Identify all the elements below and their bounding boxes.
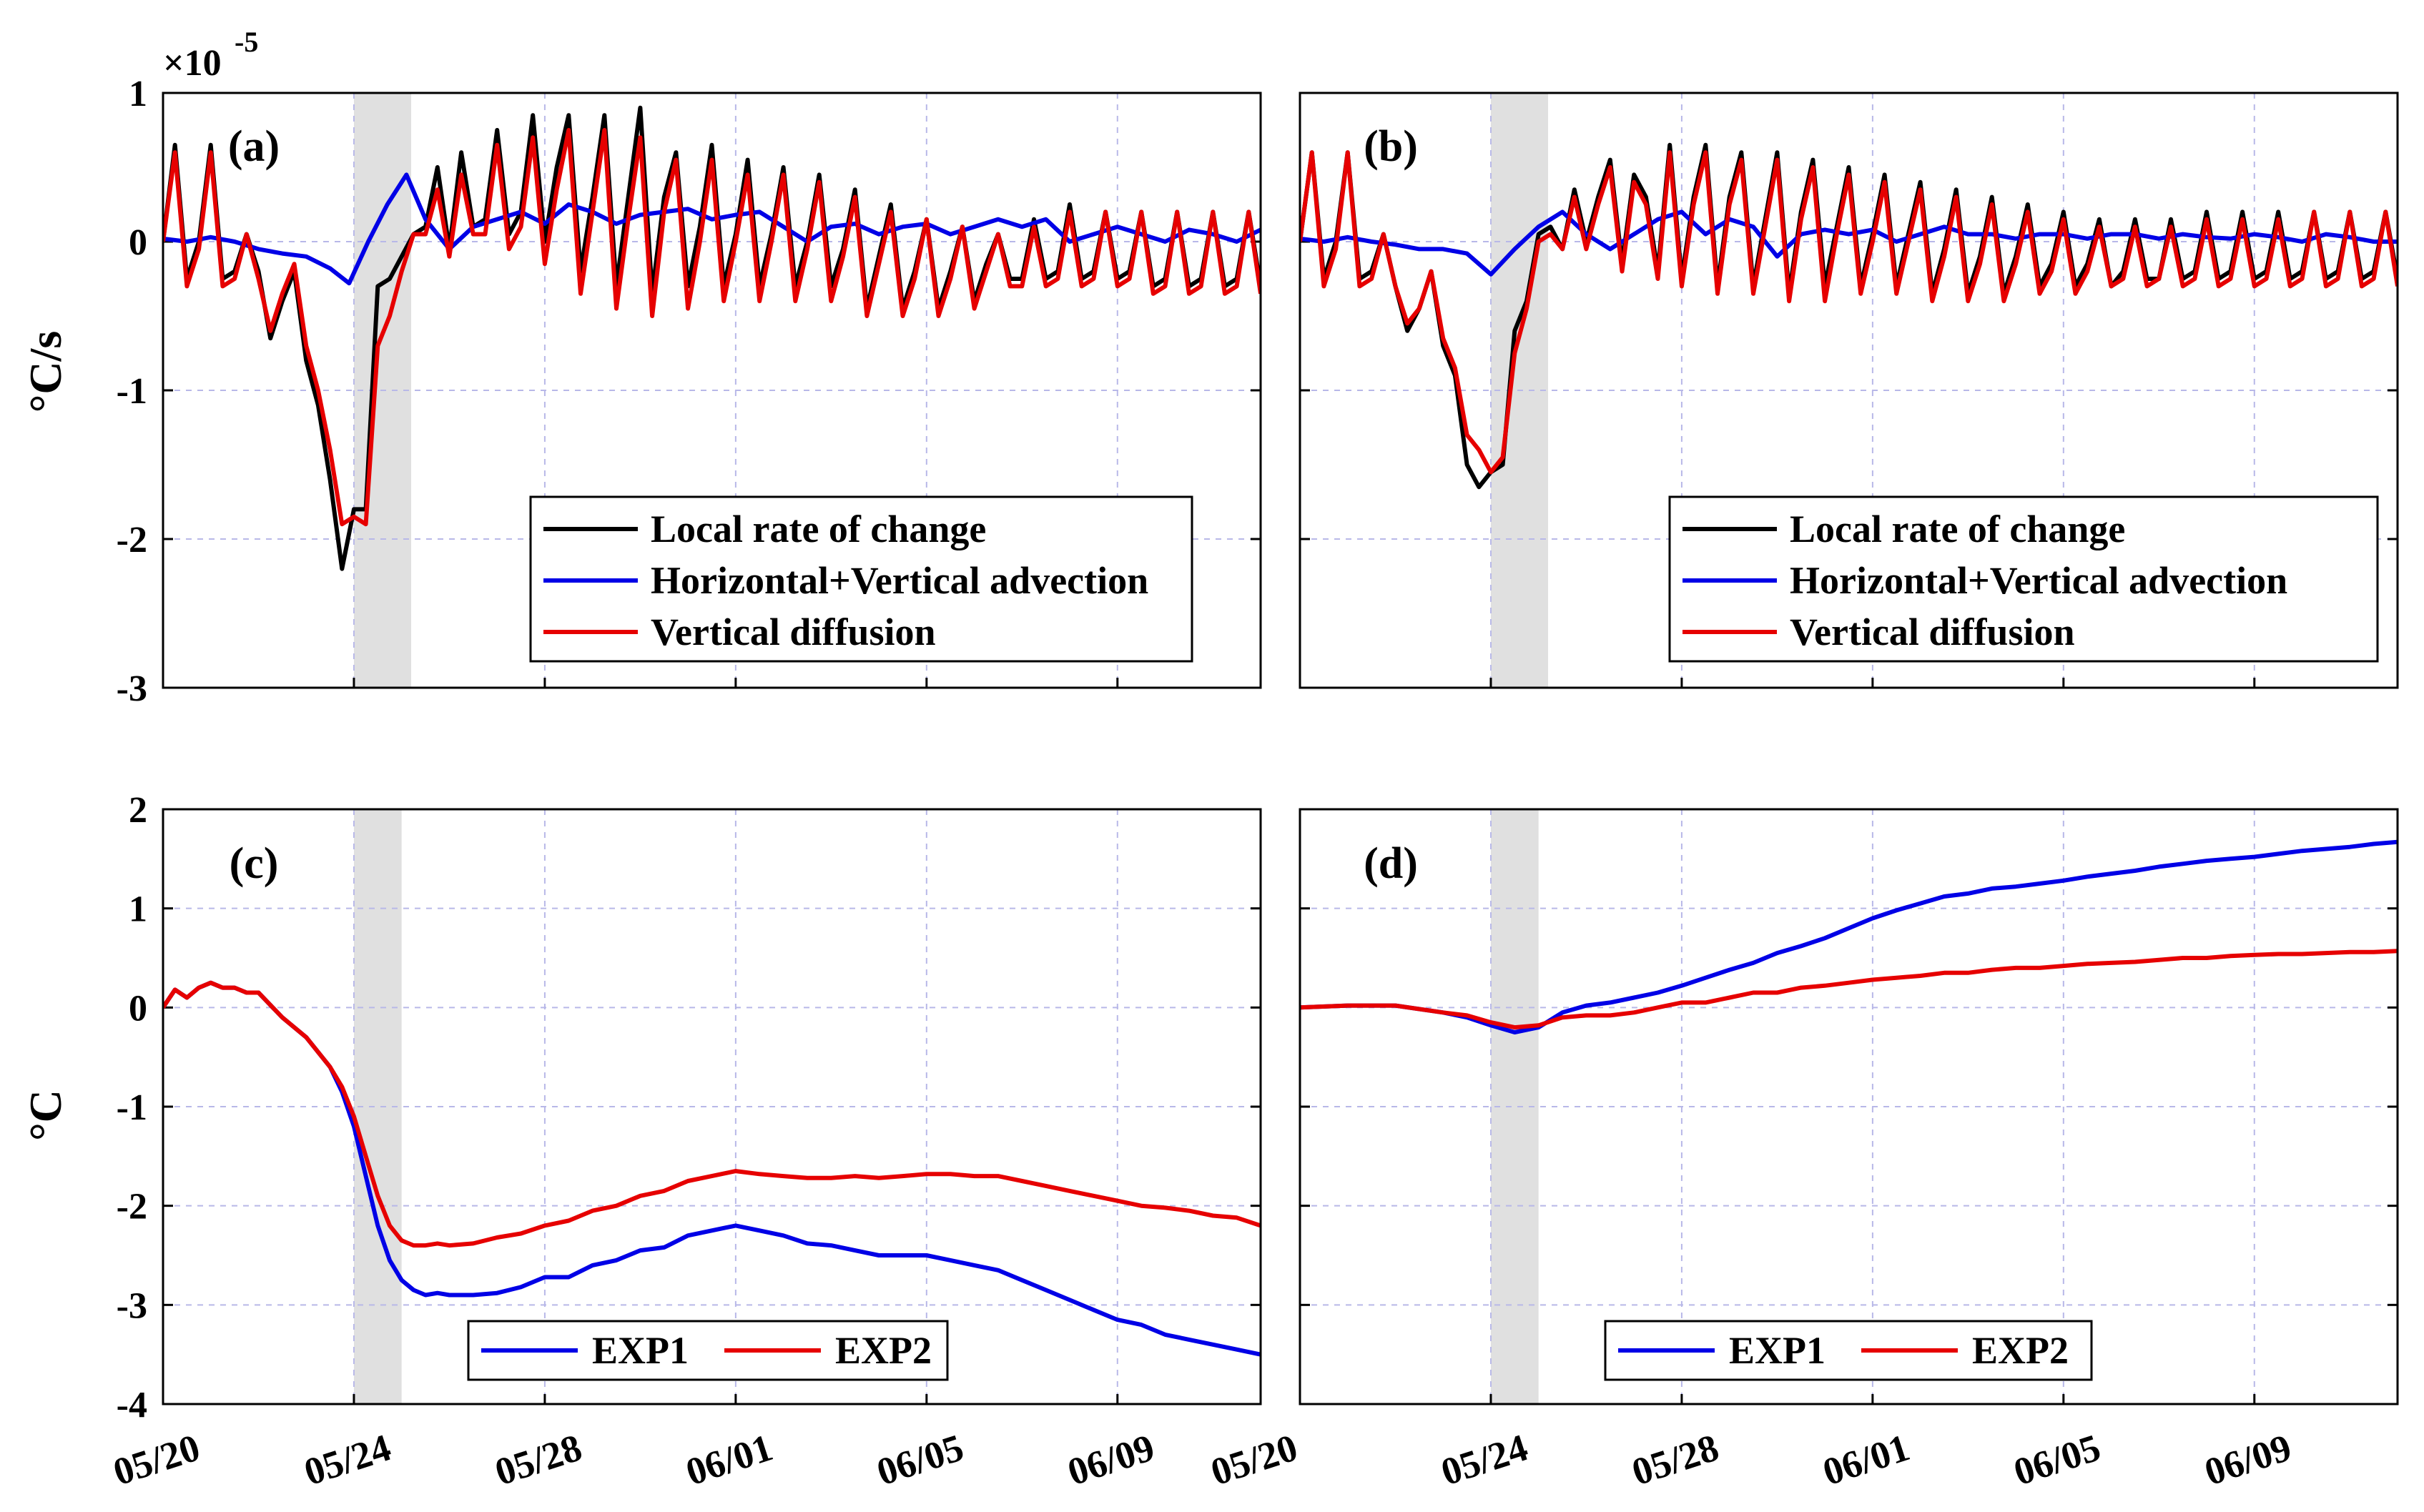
y-tick-label-a-1: 0	[129, 222, 147, 263]
series-line-c-exp1	[163, 980, 1261, 1357]
x-tick-label-c-4: 06/05	[872, 1425, 969, 1493]
x-tick-label-c-3: 06/01	[681, 1425, 778, 1493]
y-tick-label-c-0: 2	[129, 790, 147, 831]
y-tick-label-a-0: 1	[129, 74, 147, 114]
axes-frame-d	[1299, 808, 2399, 1405]
bottom-y-label: °C	[20, 1089, 71, 1141]
series-line-b-vertical-diffusion	[1300, 150, 2398, 475]
legend-label-a-0: Local rate of change	[651, 508, 986, 550]
series-line-d-exp2	[1300, 949, 2398, 1030]
axes-frame-a	[162, 92, 1262, 689]
legend-label-b-1: Horizontal+Vertical advection	[1790, 559, 2287, 602]
series-line-a-vertical-diffusion	[163, 128, 1261, 527]
legend-label-a-2: Vertical diffusion	[651, 611, 936, 653]
y-tick-label-c-2: 0	[129, 988, 147, 1029]
panel-label-d: (d)	[1364, 839, 1418, 888]
panel-label-c: (c)	[230, 839, 279, 888]
x-tick-label-c-2: 05/28	[490, 1425, 587, 1493]
x-tick-label-d-1: 05/28	[1627, 1425, 1724, 1493]
y-multiplier-exponent: -5	[235, 26, 258, 58]
legend-label-a-1: Horizontal+Vertical advection	[651, 559, 1148, 602]
y-multiplier: ×10	[163, 43, 222, 84]
legend-label-b-0: Local rate of change	[1790, 508, 2125, 550]
x-tick-label-d-2: 06/01	[1818, 1425, 1915, 1493]
legend-label-d-0: EXP1	[1729, 1329, 1826, 1372]
x-tick-label-c-0: 05/20	[108, 1425, 205, 1493]
axes-frame-c	[162, 808, 1262, 1405]
x-tick-label-d-0: 05/24	[1436, 1425, 1533, 1493]
series-line-c-exp2	[163, 980, 1261, 1248]
panel-label-b: (b)	[1364, 122, 1418, 171]
series-line-d-exp1	[1300, 839, 2398, 1034]
legend-label-c-1: EXP2	[835, 1329, 932, 1372]
legend-box-b	[1668, 495, 2379, 663]
panel-a: 1 0 -1 -2 -3 (a) Local rate of change Horizonta…	[117, 74, 1262, 709]
legend-label-b-2: Vertical diffusion	[1790, 611, 2075, 653]
legend-label-d-1: EXP2	[1972, 1329, 2069, 1372]
panel-label-a: (a)	[228, 122, 280, 171]
x-tick-label-d-3: 06/05	[2009, 1425, 2106, 1493]
panel-b: (b) Local rate of change Horizontal+Vertic…	[1299, 92, 2399, 689]
axes-frame-b	[1299, 92, 2399, 689]
y-tick-label-c-3: -1	[117, 1087, 147, 1128]
y-tick-label-c-5: -3	[117, 1285, 147, 1326]
y-tick-label-a-4: -3	[117, 668, 147, 709]
x-tick-label-c-1: 05/24	[299, 1425, 396, 1493]
legend-label-c-0: EXP1	[592, 1329, 689, 1372]
y-tick-label-c-1: 1	[129, 889, 147, 930]
panel-d: (d) EXP1 EXP2 05/24 05/28 06/01 06/05 06/09	[1299, 808, 2399, 1493]
y-tick-label-c-4: -2	[117, 1187, 147, 1227]
panel-c: 2 1 0 -1 -2 -3 -4 (c) EXP1 EXP2 05/20 05/24 05/28 06/…	[108, 790, 1303, 1493]
y-tick-label-c-6: -4	[117, 1385, 147, 1425]
x-tick-label-c-6: 05/20	[1206, 1425, 1303, 1493]
x-tick-label-c-5: 06/09	[1063, 1425, 1160, 1493]
series-line-b-horizontal-vertical-advection	[1300, 209, 2398, 277]
series-line-b-local-rate-of-change	[1300, 142, 2398, 490]
x-tick-label-d-4: 06/09	[2199, 1425, 2297, 1493]
y-tick-label-a-3: -2	[117, 520, 147, 560]
legend-box-a	[529, 495, 1193, 663]
y-tick-label-a-2: -1	[117, 371, 147, 412]
top-y-label: °C/s	[20, 331, 71, 413]
